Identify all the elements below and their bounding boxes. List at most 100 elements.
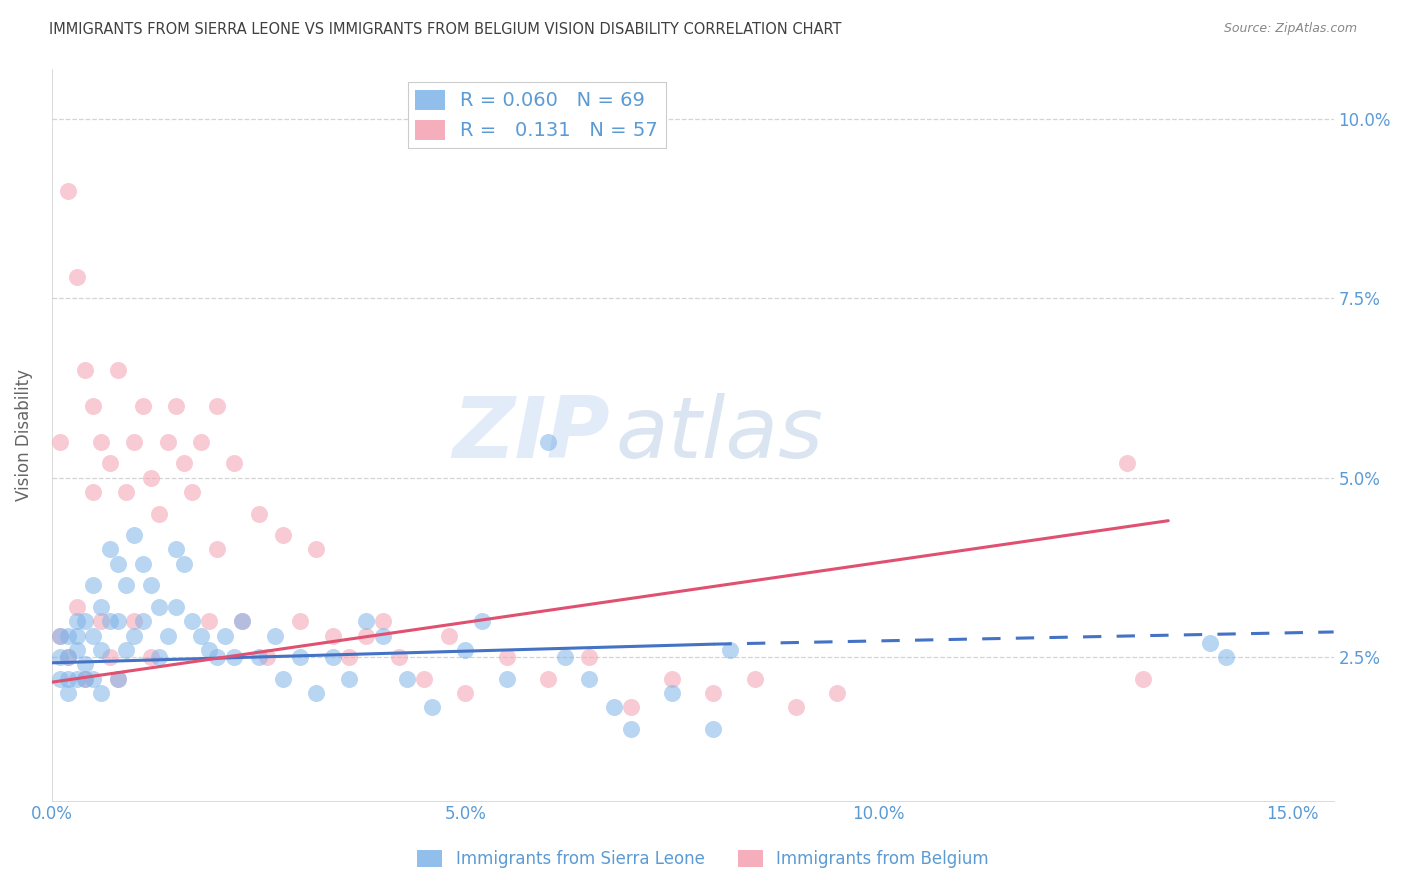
Point	[82, 578, 104, 592]
Point	[495, 650, 517, 665]
Point	[354, 614, 377, 628]
Point	[65, 599, 87, 614]
Point	[49, 628, 72, 642]
Point	[115, 578, 138, 592]
Point	[49, 650, 72, 665]
Point	[661, 686, 683, 700]
Point	[124, 614, 146, 628]
Point	[107, 557, 129, 571]
Point	[339, 650, 361, 665]
Point	[785, 700, 807, 714]
Point	[124, 528, 146, 542]
Point	[1132, 672, 1154, 686]
Point	[90, 599, 112, 614]
Point	[231, 614, 253, 628]
Point	[132, 614, 155, 628]
Point	[413, 672, 436, 686]
Point	[49, 434, 72, 449]
Point	[181, 614, 204, 628]
Point	[305, 542, 328, 557]
Point	[354, 628, 377, 642]
Point	[718, 643, 741, 657]
Point	[148, 599, 170, 614]
Point	[578, 650, 600, 665]
Point	[65, 269, 87, 284]
Text: ZIP: ZIP	[451, 393, 609, 476]
Point	[620, 722, 643, 736]
Point	[198, 643, 221, 657]
Point	[471, 614, 494, 628]
Point	[288, 650, 311, 665]
Point	[190, 628, 212, 642]
Point	[139, 650, 162, 665]
Point	[90, 614, 112, 628]
Point	[115, 485, 138, 500]
Point	[107, 614, 129, 628]
Point	[190, 434, 212, 449]
Point	[165, 542, 187, 557]
Point	[49, 672, 72, 686]
Point	[156, 434, 179, 449]
Point	[454, 643, 477, 657]
Point	[744, 672, 766, 686]
Point	[73, 657, 96, 672]
Point	[273, 672, 295, 686]
Point	[578, 672, 600, 686]
Point	[603, 700, 626, 714]
Point	[231, 614, 253, 628]
Point	[264, 628, 287, 642]
Point	[256, 650, 278, 665]
Point	[827, 686, 849, 700]
Point	[65, 628, 87, 642]
Point	[222, 650, 245, 665]
Y-axis label: Vision Disability: Vision Disability	[15, 368, 32, 500]
Point	[73, 672, 96, 686]
Point	[702, 722, 724, 736]
Point	[537, 434, 560, 449]
Point	[273, 528, 295, 542]
Point	[90, 434, 112, 449]
Point	[371, 614, 394, 628]
Point	[58, 650, 80, 665]
Point	[288, 614, 311, 628]
Point	[115, 643, 138, 657]
Point	[90, 686, 112, 700]
Point	[388, 650, 411, 665]
Point	[107, 672, 129, 686]
Point	[124, 628, 146, 642]
Point	[98, 650, 121, 665]
Point	[58, 672, 80, 686]
Point	[58, 686, 80, 700]
Point	[165, 399, 187, 413]
Point	[73, 363, 96, 377]
Point	[148, 507, 170, 521]
Text: Source: ZipAtlas.com: Source: ZipAtlas.com	[1223, 22, 1357, 36]
Point	[82, 485, 104, 500]
Point	[65, 672, 87, 686]
Point	[49, 628, 72, 642]
Legend: R = 0.060   N = 69, R =   0.131   N = 57: R = 0.060 N = 69, R = 0.131 N = 57	[408, 82, 665, 148]
Point	[98, 614, 121, 628]
Point	[173, 557, 195, 571]
Point	[396, 672, 419, 686]
Point	[322, 628, 344, 642]
Point	[247, 650, 270, 665]
Point	[148, 650, 170, 665]
Point	[454, 686, 477, 700]
Point	[205, 399, 228, 413]
Point	[82, 628, 104, 642]
Point	[339, 672, 361, 686]
Point	[1198, 636, 1220, 650]
Point	[82, 672, 104, 686]
Point	[139, 578, 162, 592]
Point	[247, 507, 270, 521]
Point	[181, 485, 204, 500]
Point	[305, 686, 328, 700]
Text: atlas: atlas	[616, 393, 824, 476]
Legend: Immigrants from Sierra Leone, Immigrants from Belgium: Immigrants from Sierra Leone, Immigrants…	[411, 843, 995, 875]
Point	[198, 614, 221, 628]
Point	[139, 470, 162, 484]
Point	[420, 700, 443, 714]
Point	[132, 399, 155, 413]
Point	[553, 650, 575, 665]
